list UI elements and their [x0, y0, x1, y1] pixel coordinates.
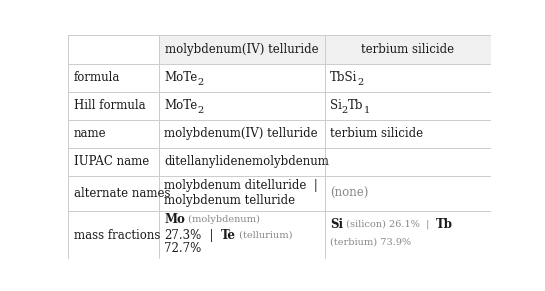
Text: 27.3%: 27.3%: [165, 229, 202, 242]
Text: formula: formula: [74, 71, 120, 84]
Text: alternate names: alternate names: [74, 187, 170, 200]
Text: (terbium) 73.9%: (terbium) 73.9%: [330, 238, 411, 247]
Text: Si: Si: [330, 218, 343, 231]
Text: molybdenum(IV) telluride: molybdenum(IV) telluride: [165, 43, 318, 56]
Text: terbium silicide: terbium silicide: [330, 127, 423, 140]
Text: (molybdenum): (molybdenum): [185, 215, 260, 224]
Text: ditellanylidenemolybdenum: ditellanylidenemolybdenum: [165, 155, 329, 168]
Text: (tellurium): (tellurium): [235, 231, 292, 240]
Text: terbium silicide: terbium silicide: [361, 43, 454, 56]
Text: Te: Te: [221, 229, 235, 242]
Text: Tb: Tb: [348, 99, 364, 112]
Text: 2: 2: [342, 106, 348, 115]
Text: Mo: Mo: [165, 213, 185, 226]
Text: (silicon) 26.1%  |: (silicon) 26.1% |: [343, 220, 436, 230]
Text: name: name: [74, 127, 106, 140]
Text: |: |: [202, 229, 221, 242]
Text: Tb: Tb: [436, 218, 453, 231]
Text: molybdenum(IV) telluride: molybdenum(IV) telluride: [165, 127, 318, 140]
Text: 2: 2: [198, 106, 204, 115]
Text: MoTe: MoTe: [165, 99, 198, 112]
Text: Hill formula: Hill formula: [74, 99, 145, 112]
Text: IUPAC name: IUPAC name: [74, 155, 149, 168]
Bar: [159, 35, 491, 63]
Text: 2: 2: [198, 78, 204, 87]
Text: MoTe: MoTe: [165, 71, 198, 84]
Text: 2: 2: [358, 78, 364, 87]
Text: (none): (none): [330, 187, 368, 200]
Text: 72.7%: 72.7%: [165, 242, 202, 255]
Text: TbSi: TbSi: [330, 71, 358, 84]
Text: 1: 1: [364, 106, 370, 115]
Text: Si: Si: [330, 99, 342, 112]
Text: molybdenum telluride: molybdenum telluride: [165, 194, 295, 207]
Text: mass fractions: mass fractions: [74, 229, 160, 242]
Text: molybdenum ditelluride  |: molybdenum ditelluride |: [165, 180, 318, 192]
